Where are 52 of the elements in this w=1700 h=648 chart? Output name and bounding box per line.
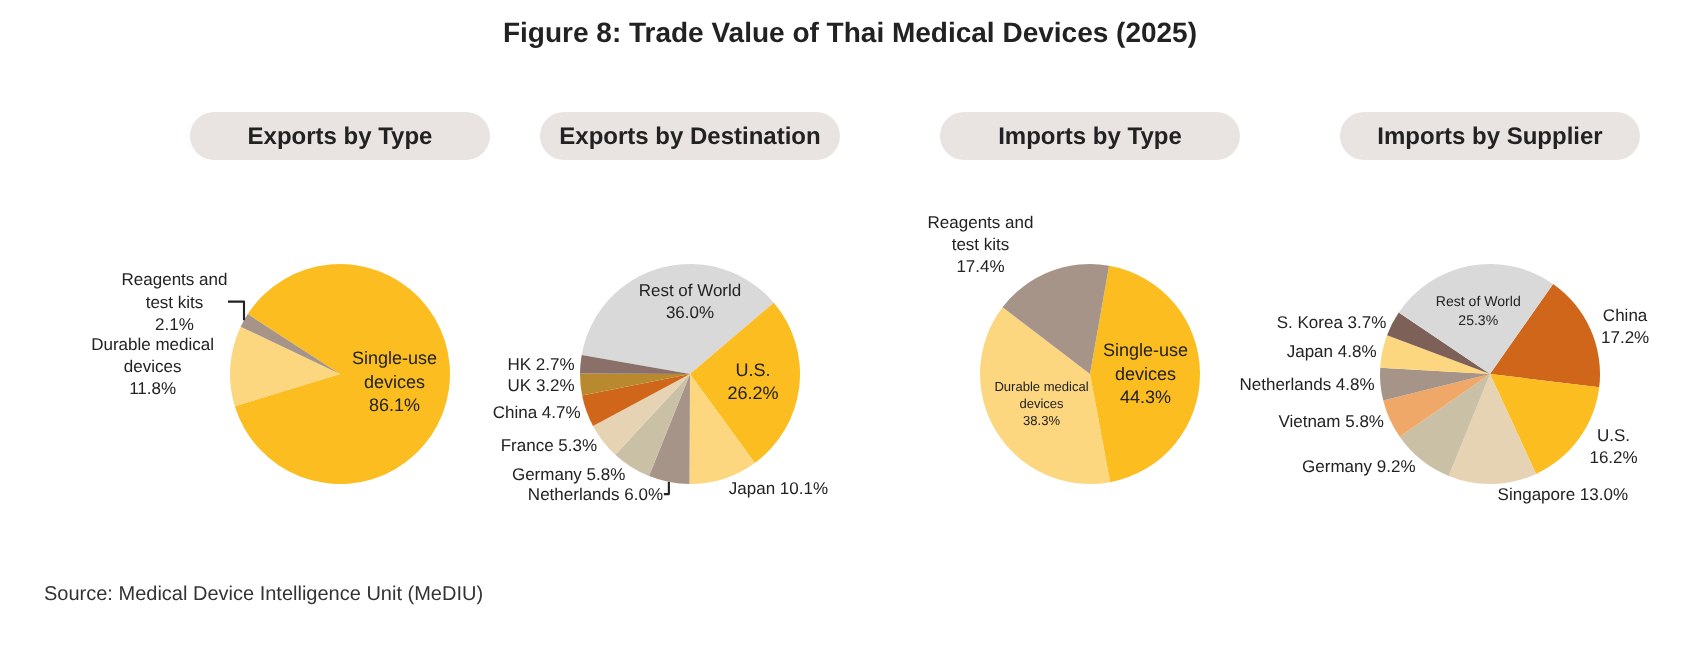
data-label: 2.1% [155,313,195,334]
pie-slice [580,354,690,374]
slice-label: China 4.7% [492,402,582,423]
slice-label: Singapore 13.0% [1497,483,1629,504]
data-label: 17.4% [956,255,1006,276]
chart-title: Exports by Type [190,112,490,160]
slice-label: U.S. [735,359,771,380]
data-label: 16.2% [1589,447,1639,468]
slice-label: Reagents and test kits [927,211,1034,254]
slice-label: China [1602,304,1648,325]
slice-label: Japan 10.1% [728,477,829,498]
slice-label: Rest of World [638,280,742,301]
pie-slice [230,326,340,407]
slice-label: Netherlands 4.8% [1239,374,1376,395]
pie-slice [582,374,690,426]
chart-title: Imports by Supplier [1340,112,1640,160]
pie-slice [1448,374,1537,484]
data-label: 44.3% [1119,387,1171,408]
data-label: 86.1% [368,395,420,416]
data-label: 26.2% [727,383,779,404]
pie-slice [1380,335,1490,374]
slice-label: Reagents and test kits [121,269,228,312]
chart-title: Exports by Destination [540,112,840,160]
pie-slice [1090,265,1200,483]
chart-title: Imports by Type [940,112,1240,160]
text: Figure 8: Trade Value of Thai Medical Devices (2025) [500,16,1200,48]
pie-slice [1380,367,1490,401]
pie-slice [1383,374,1490,437]
slice-label: France 5.3% [500,435,598,456]
slice-label: Germany 5.8% [511,464,627,485]
pie-slice [593,374,690,455]
slice-label: Single-use devices [351,348,437,392]
slice-label: Single-use devices [1102,340,1188,384]
slice-label: Durable medical devices [91,333,215,376]
pie-slice [649,374,690,484]
slice-label: U.S. [1597,425,1631,446]
pie-slice [234,264,450,484]
pie-slice [240,314,340,374]
pie-slice [1398,264,1554,374]
slice-label: Germany 9.2% [1302,456,1417,477]
slice-label: HK 2.7% [507,354,576,375]
slice-label: Japan 4.8% [1286,340,1378,361]
slice-label: Netherlands 6.0% [527,484,664,505]
data-label: 17.2% [1600,326,1651,347]
pie-slice [580,373,690,396]
slice-label: Vietnam 5.8% [1278,411,1385,432]
slice-label: S. Korea 3.7% [1276,311,1388,332]
pie-slice [581,264,774,374]
source-note: Source: Medical Device Intelligence Unit (MeDIU) [44,584,484,606]
data-label: 36.0% [665,302,715,323]
data-label: 11.8% [129,377,177,398]
slice-label: UK 3.2% [507,374,576,395]
